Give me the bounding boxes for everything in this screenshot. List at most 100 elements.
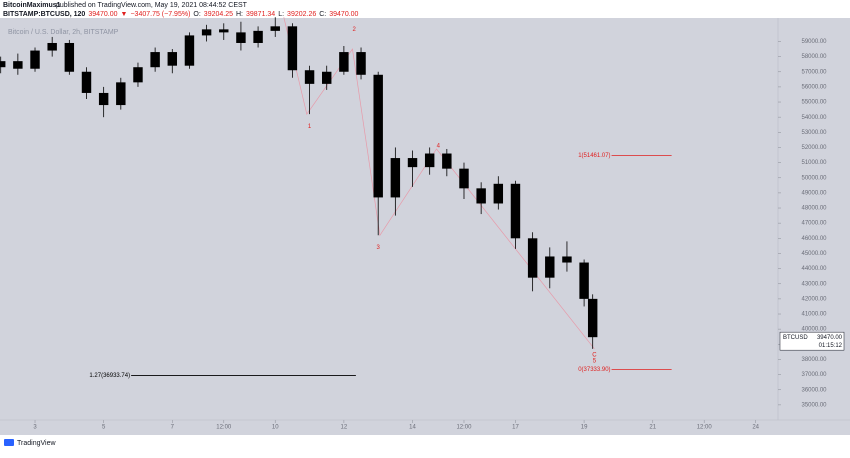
symbol-info: BITSTAMP:BTCUSD, 120	[3, 11, 85, 18]
x-tick-label: 7	[171, 425, 175, 431]
fib-label: 1(51461.07)	[578, 153, 610, 159]
y-tick-label: 40000.00	[801, 327, 827, 333]
x-tick-label: 17	[512, 425, 519, 431]
footer-brand: TradingView	[17, 440, 56, 447]
wave-label: 4	[437, 144, 441, 150]
candle-body	[98, 92, 109, 106]
x-tick-label: 24	[752, 425, 759, 431]
y-tick-label: 58000.00	[801, 54, 827, 60]
publisher: BitcoinMaximus1	[3, 2, 61, 9]
candle-body	[424, 153, 435, 168]
chart-legend: Bitcoin / U.S. Dollar, 2h, BITSTAMP	[8, 29, 119, 36]
symbol-info: O:	[193, 11, 200, 18]
price-tag-symbol: BTCUSD	[783, 335, 808, 341]
wave-label: 5	[593, 359, 597, 365]
candle-body	[390, 158, 401, 198]
price-tag-countdown: 01:15:12	[819, 343, 843, 349]
y-tick-label: 59000.00	[801, 39, 827, 45]
candle-body	[13, 61, 23, 69]
y-tick-label: 52000.00	[801, 145, 827, 151]
plot-background	[0, 18, 850, 435]
y-tick-label: 56000.00	[801, 84, 827, 90]
x-tick-label: 14	[409, 425, 416, 431]
symbol-info: 39204.25	[204, 11, 233, 18]
symbol-info: L:	[278, 11, 284, 18]
wave-label: 3	[377, 245, 381, 251]
candle-body	[201, 29, 212, 36]
x-tick-label: 12	[341, 425, 348, 431]
x-tick-label: 10	[272, 425, 279, 431]
candle-body	[493, 183, 504, 204]
y-tick-label: 37000.00	[801, 372, 827, 378]
candle-body	[219, 29, 229, 33]
tradingview-logo	[4, 439, 14, 446]
x-tick-label: 12:00	[456, 425, 472, 431]
y-tick-label: 45000.00	[801, 251, 827, 257]
y-tick-label: 43000.00	[801, 281, 827, 287]
x-tick-label: 12:00	[216, 425, 232, 431]
y-tick-label: 51000.00	[801, 160, 827, 166]
fib-label: 0(37333.90)	[578, 367, 610, 373]
y-tick-label: 54000.00	[801, 115, 827, 121]
candle-body	[47, 42, 57, 51]
symbol-info: −3407.75 (−7.95%)	[130, 11, 190, 18]
candle-body	[459, 168, 469, 189]
candle-body	[64, 42, 75, 72]
y-tick-label: 36000.00	[801, 387, 827, 393]
x-tick-label: 3	[33, 425, 37, 431]
y-tick-label: 55000.00	[801, 100, 827, 106]
candle-body	[587, 298, 598, 338]
candle-body	[167, 52, 178, 66]
candle-body	[304, 70, 315, 84]
y-tick-label: 44000.00	[801, 266, 827, 272]
symbol-info: 39202.26	[287, 11, 316, 18]
symbol-info: C:	[319, 11, 326, 18]
y-tick-label: 35000.00	[801, 402, 827, 408]
symbol-info: 39470.00	[88, 11, 117, 18]
price-tag-value: 39470.00	[817, 335, 843, 341]
candle-body	[236, 32, 246, 43]
y-tick-label: 47000.00	[801, 221, 827, 227]
y-tick-label: 48000.00	[801, 206, 827, 212]
symbol-info: H:	[236, 11, 243, 18]
candle-body	[356, 52, 366, 75]
y-tick-label: 53000.00	[801, 130, 827, 136]
price-tag	[779, 331, 845, 351]
y-tick-label: 50000.00	[801, 175, 827, 181]
candle-body	[81, 71, 92, 93]
candle-body	[407, 158, 418, 168]
published-info: published on TradingView.com, May 19, 20…	[56, 2, 248, 9]
candle-body	[287, 26, 298, 71]
x-tick-label: 5	[102, 425, 106, 431]
candle-body	[30, 50, 40, 69]
fib-label: 1.27(36933.74)	[89, 373, 130, 379]
candle-body	[527, 238, 538, 278]
candle-body	[442, 153, 452, 169]
candle-body	[339, 52, 349, 72]
x-tick-label: 21	[649, 425, 656, 431]
symbol-info: ▼	[121, 11, 128, 18]
y-tick-label: 42000.00	[801, 296, 827, 302]
wave-label: C	[592, 352, 597, 358]
candle-body	[322, 71, 332, 84]
candle-body	[510, 183, 521, 239]
candle-body	[476, 188, 486, 204]
candle-body	[116, 82, 126, 106]
y-tick-label: 46000.00	[801, 236, 827, 242]
y-tick-label: 57000.00	[801, 69, 827, 75]
y-tick-label: 49000.00	[801, 190, 827, 196]
candle-body	[373, 74, 383, 198]
candle-body	[0, 61, 6, 68]
x-tick-label: 19	[581, 425, 588, 431]
candle-body	[545, 256, 555, 278]
y-tick-label: 38000.00	[801, 357, 827, 363]
symbol-info: 39470.00	[329, 11, 358, 18]
candle-body	[579, 262, 589, 299]
candle-body	[270, 26, 280, 31]
candle-body	[562, 256, 572, 263]
candle-body	[150, 52, 160, 68]
candle-body	[253, 30, 263, 43]
symbol-info: 39871.34	[246, 11, 275, 18]
